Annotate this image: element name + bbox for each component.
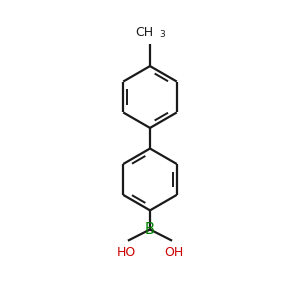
Text: HO: HO: [117, 246, 136, 259]
Text: 3: 3: [160, 30, 166, 39]
Text: CH: CH: [136, 26, 154, 39]
Text: OH: OH: [164, 246, 183, 259]
Text: B: B: [145, 222, 155, 237]
